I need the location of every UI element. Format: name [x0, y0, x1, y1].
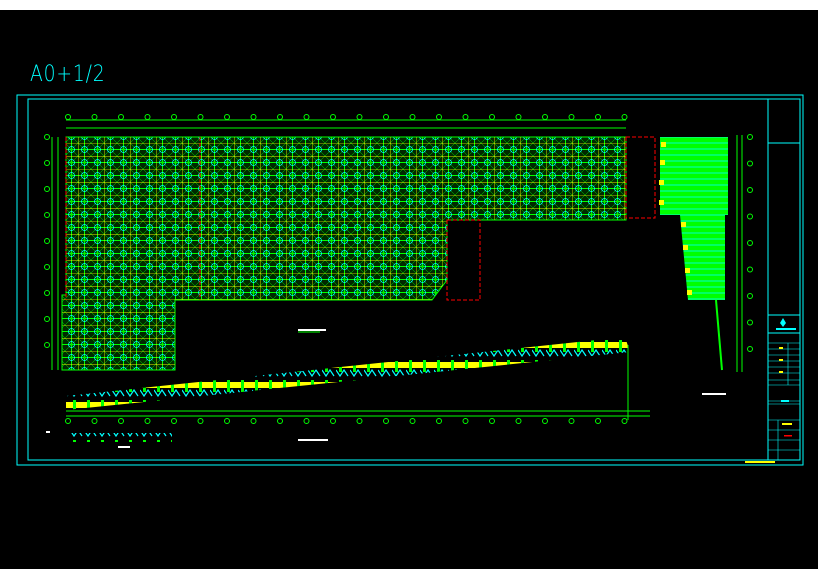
axis-bubble — [747, 346, 753, 352]
axis-bubble — [118, 114, 124, 120]
axis-bubble — [250, 418, 257, 424]
axis-bubble — [568, 114, 575, 120]
axis-bubbles-right — [747, 134, 753, 352]
detail-mark — [46, 431, 50, 433]
axis-bubble — [747, 187, 753, 193]
axis-bubble — [568, 418, 575, 424]
axis-bubble — [436, 114, 442, 120]
axis-bubble — [44, 160, 50, 166]
axis-bubbles-left — [44, 134, 50, 348]
side-elevation — [715, 299, 723, 371]
axis-bubble — [621, 418, 628, 424]
boundary-dashed-top-right — [625, 136, 656, 219]
axis-bubble — [91, 114, 98, 120]
axis-bubble — [515, 114, 522, 120]
axis-bubble — [409, 418, 416, 424]
plan-title-label — [298, 329, 326, 331]
axis-bubble — [65, 418, 71, 424]
axis-bubble — [747, 293, 753, 299]
axis-bubble — [330, 114, 336, 120]
axis-bubble — [747, 240, 753, 246]
axis-bubble — [489, 114, 495, 120]
boundary-dashed-middle — [446, 219, 481, 301]
axis-bubbles-top — [65, 114, 628, 120]
axis-bubble — [383, 114, 389, 120]
axis-bubble — [44, 264, 50, 270]
truss-elevation[interactable] — [66, 337, 630, 410]
axis-bubble — [91, 418, 98, 424]
axis-bubble — [621, 114, 628, 120]
axis-bubble — [515, 418, 522, 424]
axis-bubble — [356, 114, 363, 120]
axis-bubble — [44, 134, 50, 140]
axis-bubble — [224, 418, 230, 424]
axis-bubble — [747, 266, 753, 273]
axis-bubble — [542, 114, 548, 120]
top-white-strip — [0, 0, 818, 10]
axis-bubble — [277, 418, 283, 424]
bottom-white-strip — [0, 569, 818, 580]
axis-bubble — [44, 342, 50, 348]
chord-grid-overlay — [62, 137, 626, 370]
axis-bubble — [65, 114, 71, 120]
axis-bubble — [144, 418, 151, 424]
axis-bubble — [144, 114, 151, 120]
outer-frame — [16, 94, 804, 466]
axis-bubble — [44, 316, 50, 322]
axis-bubble — [462, 418, 469, 424]
axis-bubble — [44, 186, 50, 192]
axis-bubble — [224, 114, 230, 120]
axis-bubble — [171, 418, 177, 424]
axis-bubbles-elevation — [65, 418, 628, 424]
detail-title — [118, 446, 130, 448]
axis-bubble — [250, 114, 257, 120]
inner-frame — [27, 98, 801, 461]
side-space-frame-plan[interactable] — [660, 137, 728, 300]
side-plan-title — [702, 393, 726, 395]
axis-bubble — [197, 114, 204, 120]
axis-bubble — [44, 238, 50, 244]
axis-bubble — [171, 114, 177, 120]
axis-bubble — [595, 114, 601, 120]
title-block[interactable] — [745, 99, 800, 463]
company-logo-icon — [780, 318, 786, 327]
axis-bubble — [44, 290, 50, 296]
axis-bubble — [747, 134, 753, 140]
axis-bubble — [409, 114, 416, 120]
axis-bubble — [542, 418, 548, 424]
axis-bubble — [436, 418, 442, 424]
sheet-size-label: A0+1/2 — [30, 62, 106, 87]
axis-bubble — [44, 212, 50, 218]
axis-bubble — [747, 160, 753, 167]
axis-bubble — [489, 418, 495, 424]
axis-bubble — [747, 319, 753, 326]
axis-bubble — [197, 418, 204, 424]
axis-bubble — [747, 213, 753, 220]
truss-detail[interactable] — [70, 433, 172, 442]
axis-bubble — [356, 418, 363, 424]
axis-bubble — [303, 114, 310, 120]
side-plan-supports — [659, 142, 692, 295]
axis-bubble — [595, 418, 601, 424]
axis-bubble — [383, 418, 389, 424]
elevation-title — [298, 439, 328, 441]
axis-bubble — [462, 114, 469, 120]
axis-bubble — [118, 418, 124, 424]
axis-bubble — [303, 418, 310, 424]
axis-bubble — [330, 418, 336, 424]
axis-bubble — [277, 114, 283, 120]
